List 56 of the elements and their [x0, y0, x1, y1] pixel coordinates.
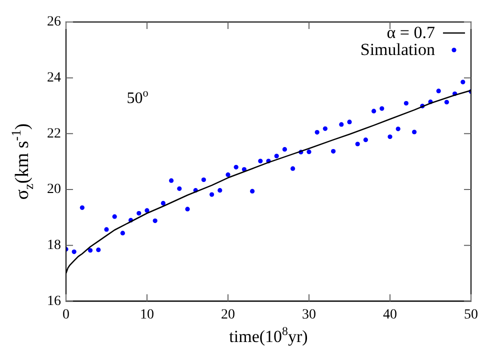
- point: [258, 158, 263, 164]
- y-tick-label: 24: [47, 70, 61, 86]
- point: [282, 147, 287, 152]
- point: [347, 120, 352, 124]
- point: [363, 138, 368, 142]
- y-tick-label: 26: [47, 14, 61, 30]
- point: [372, 108, 376, 114]
- point: [444, 100, 449, 104]
- x-tick-label: 0: [62, 307, 70, 322]
- legend-label: Simulation: [360, 40, 436, 59]
- point: [290, 166, 296, 171]
- x-tick-label: 10: [140, 307, 154, 322]
- point: [388, 134, 392, 140]
- point: [460, 80, 466, 84]
- y-tick-label: 18: [47, 238, 61, 254]
- y-tick-label: 20: [47, 182, 61, 198]
- x-tick-label: 40: [383, 307, 397, 322]
- point: [355, 142, 360, 146]
- y-tick-label: 16: [47, 294, 61, 309]
- y-tick-label: 22: [47, 126, 61, 142]
- x-tick-label: 50: [464, 307, 478, 322]
- point: [306, 150, 312, 154]
- point: [169, 178, 174, 183]
- point: [412, 130, 417, 134]
- x-tick-label: 20: [221, 307, 235, 322]
- point: [160, 200, 166, 206]
- point: [234, 164, 238, 170]
- point: [177, 186, 182, 191]
- point: [436, 88, 441, 94]
- point: [80, 205, 84, 210]
- point: [314, 130, 320, 135]
- point: [339, 122, 344, 127]
- point: [152, 218, 158, 224]
- point: [322, 126, 328, 131]
- point: [210, 192, 214, 197]
- point: [218, 188, 222, 193]
- point: [226, 172, 230, 178]
- point: [396, 126, 400, 132]
- point: [72, 249, 76, 254]
- point: [104, 227, 109, 232]
- point: [136, 210, 142, 216]
- x-tick-label: 30: [302, 307, 316, 322]
- point: [404, 100, 408, 106]
- point: [88, 248, 93, 253]
- point: [201, 177, 206, 182]
- point: [144, 208, 150, 213]
- point: [274, 154, 279, 158]
- point: [96, 248, 101, 252]
- point: [120, 230, 125, 236]
- point: [250, 188, 255, 194]
- point: [380, 106, 384, 111]
- point: [331, 148, 336, 154]
- legend-label: α = 0.7: [386, 23, 436, 42]
- y-axis-title: σz(km s-1): [8, 123, 36, 200]
- point: [185, 206, 190, 212]
- point: [112, 214, 117, 219]
